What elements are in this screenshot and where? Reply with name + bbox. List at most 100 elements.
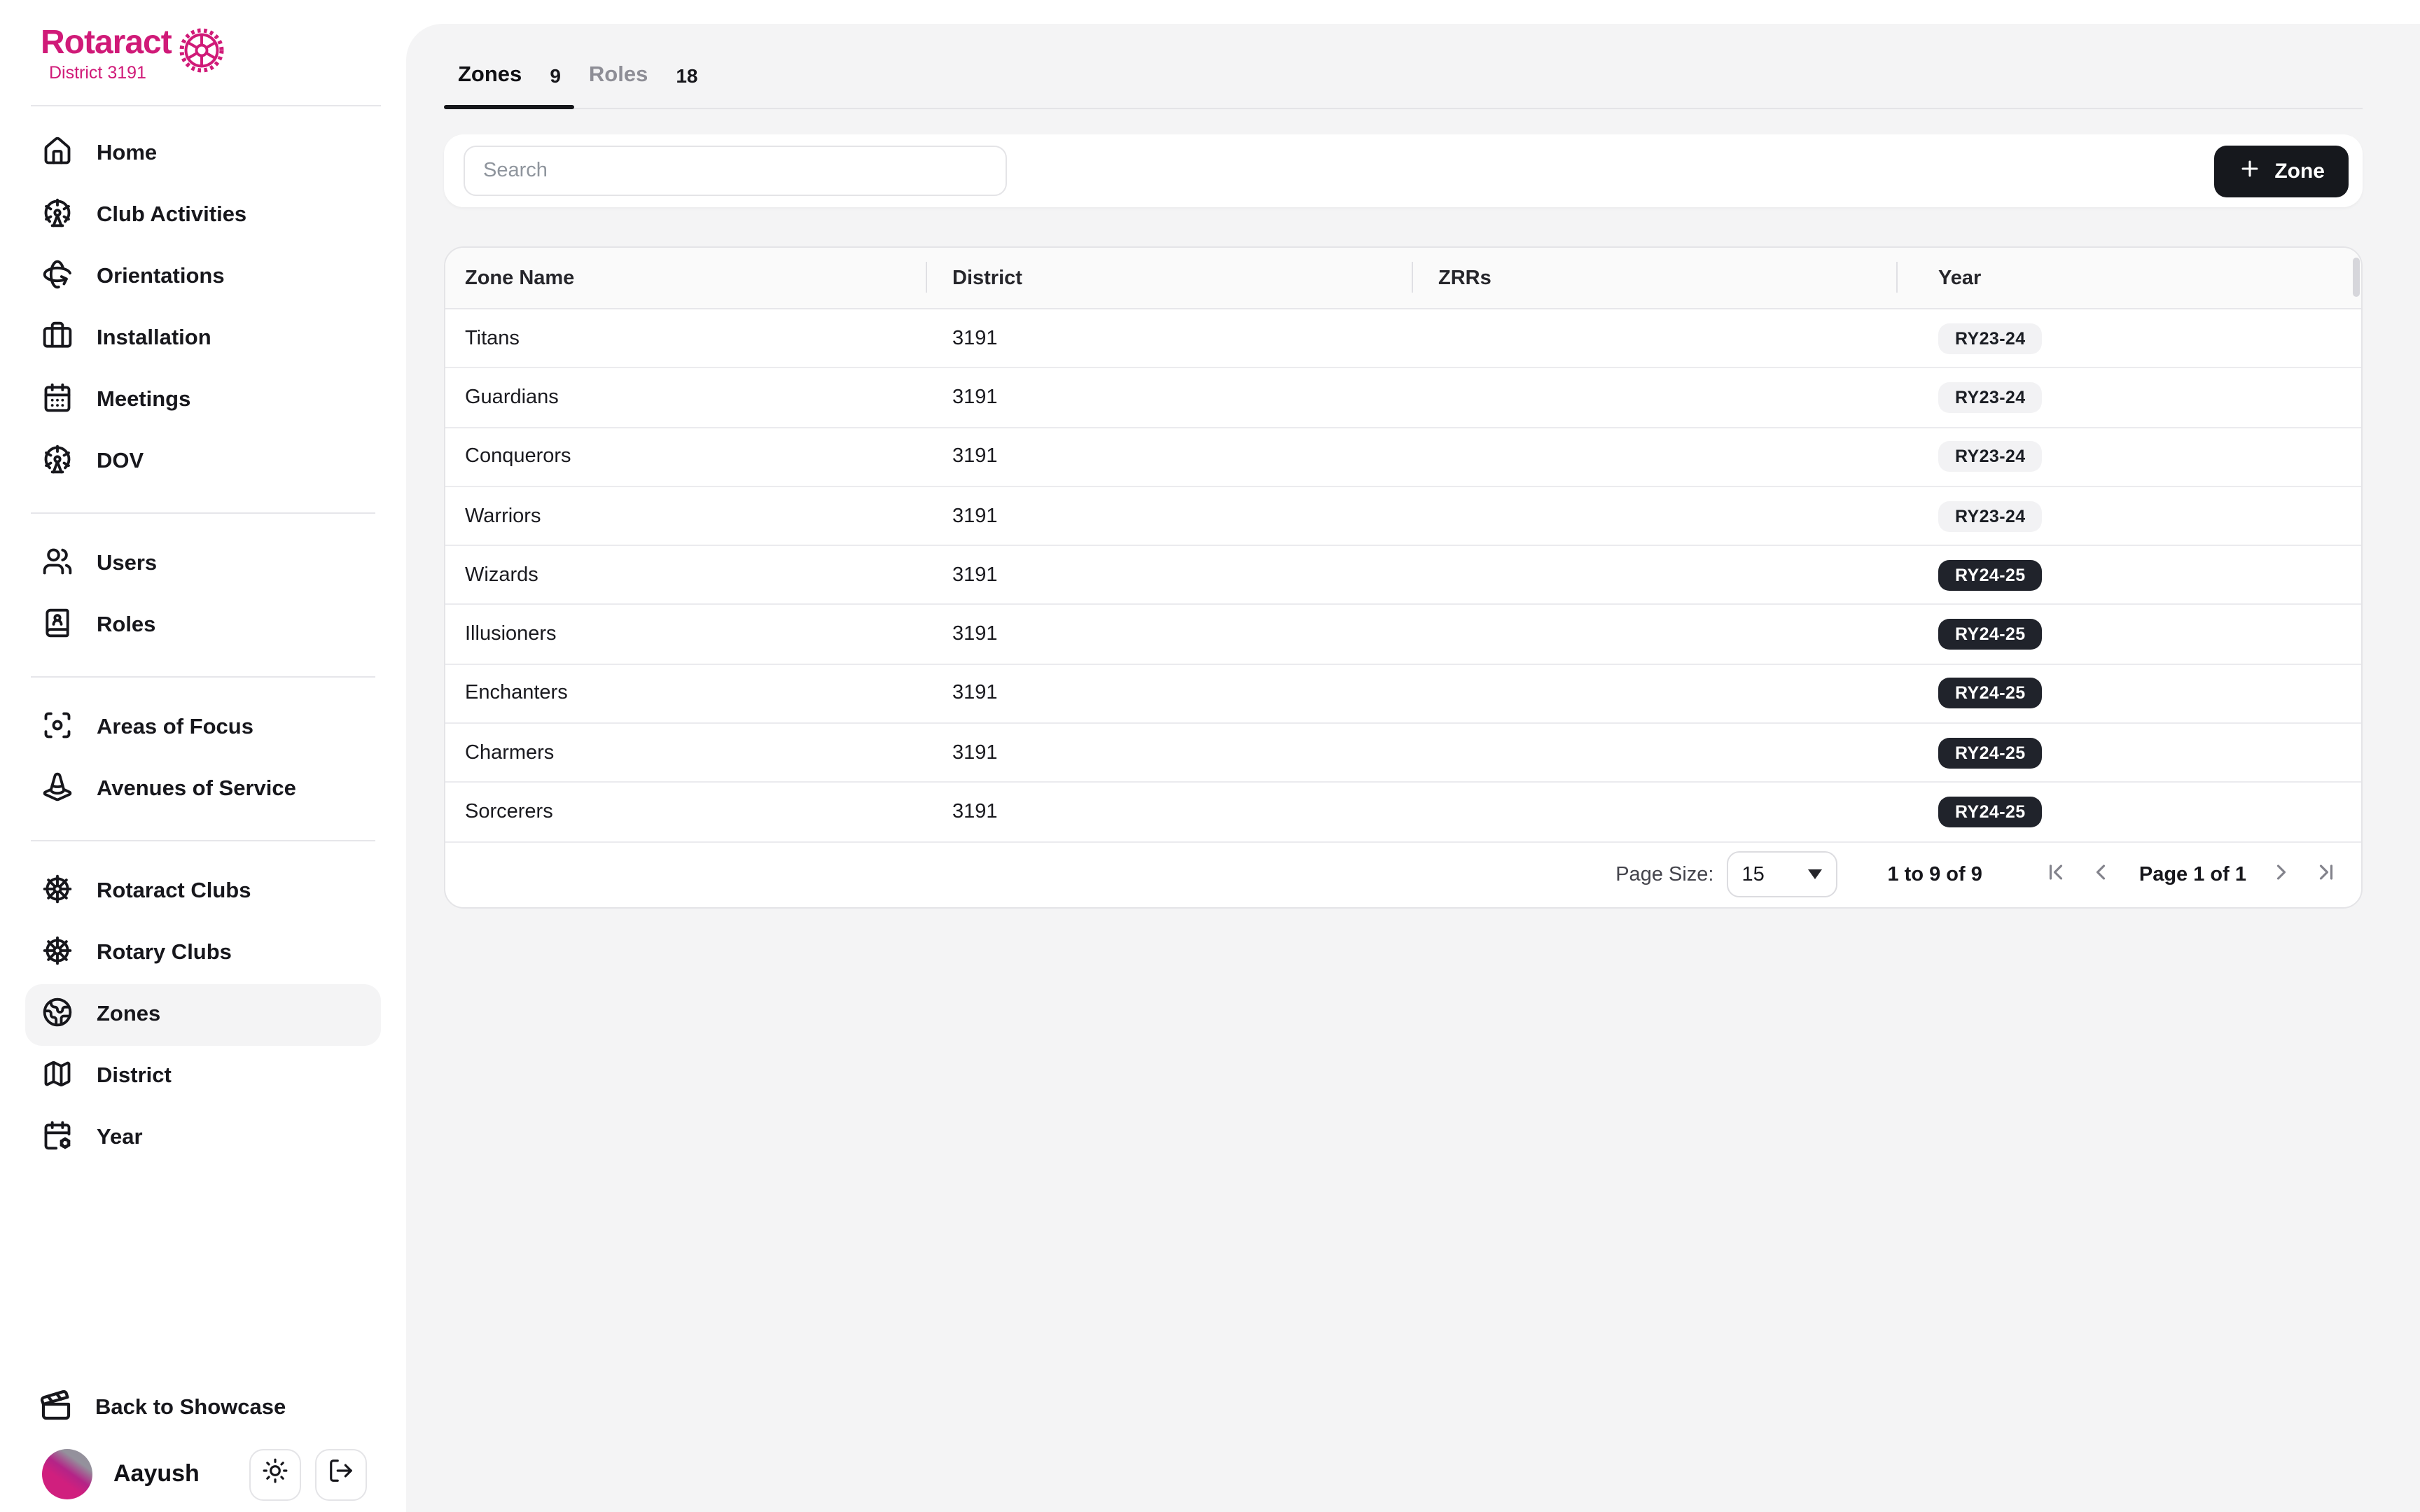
logout-icon bbox=[328, 1457, 354, 1491]
tab-count-badge: 18 bbox=[676, 64, 698, 87]
cell-zone-name: Warriors bbox=[465, 505, 541, 528]
ferris-wheel-icon bbox=[42, 197, 73, 234]
year-badge: RY24-25 bbox=[1938, 737, 2043, 769]
main-panel: Zones 9 Roles 18 Zone Zone Name District… bbox=[406, 24, 2420, 1512]
sidebar-item-label: Orientations bbox=[97, 265, 225, 288]
sidebar-item-zones[interactable]: Zones bbox=[25, 984, 381, 1046]
cell-district: 3191 bbox=[952, 801, 998, 824]
sidebar-item-home[interactable]: Home bbox=[25, 123, 381, 185]
sidebar-item-dov[interactable]: DOV bbox=[25, 431, 381, 493]
sidebar-item-label: DOV bbox=[97, 449, 144, 473]
cell-zrrs bbox=[1412, 428, 1896, 486]
briefcase-icon bbox=[42, 320, 73, 358]
column-header-zone-name[interactable]: Zone Name bbox=[465, 267, 575, 289]
table-row[interactable]: Guardians 3191 RY23-24 bbox=[445, 369, 2361, 428]
search-input[interactable] bbox=[464, 146, 1007, 196]
cell-zone-name: Charmers bbox=[465, 741, 555, 764]
cell-year: RY23-24 bbox=[1896, 309, 2361, 368]
year-badge: RY24-25 bbox=[1938, 797, 2043, 828]
table-scrollbar[interactable] bbox=[2353, 258, 2360, 297]
year-badge: RY23-24 bbox=[1938, 382, 2043, 413]
ship-wheel-icon bbox=[42, 873, 73, 911]
previous-page-button[interactable] bbox=[2089, 860, 2114, 889]
table-row[interactable]: Sorcerers 3191 RY24-25 bbox=[445, 783, 2361, 843]
cell-zone-name: Illusioners bbox=[465, 623, 557, 646]
toolbar-card: Zone bbox=[444, 134, 2363, 207]
table-row[interactable]: Wizards 3191 RY24-25 bbox=[445, 546, 2361, 606]
theme-toggle-button[interactable] bbox=[249, 1448, 301, 1500]
rotary-wheel-icon bbox=[177, 25, 228, 83]
divider bbox=[31, 840, 375, 841]
sidebar-item-label: Home bbox=[97, 141, 158, 165]
cell-zone-name: Conquerors bbox=[465, 445, 571, 468]
sidebar: Rotaract District 3191 bbox=[0, 0, 406, 1512]
column-header-year[interactable]: Year bbox=[1896, 248, 2361, 308]
cell-year: RY24-25 bbox=[1896, 546, 2361, 604]
table-row[interactable]: Charmers 3191 RY24-25 bbox=[445, 724, 2361, 783]
next-page-button[interactable] bbox=[2269, 860, 2294, 889]
column-header-district[interactable]: District bbox=[926, 248, 1412, 308]
home-icon bbox=[42, 135, 73, 173]
sidebar-item-club-activities[interactable]: Club Activities bbox=[25, 185, 381, 246]
table-row[interactable]: Illusioners 3191 RY24-25 bbox=[445, 606, 2361, 665]
sidebar-item-label: Rotaract Clubs bbox=[97, 879, 251, 903]
tab-zones[interactable]: Zones 9 bbox=[444, 43, 576, 109]
tab-label: Roles bbox=[588, 63, 648, 87]
page-size-select[interactable]: 15 bbox=[1726, 851, 1837, 898]
divider bbox=[31, 105, 381, 106]
sidebar-item-rotary-clubs[interactable]: Rotary Clubs bbox=[25, 923, 381, 984]
sidebar-item-label: District bbox=[97, 1064, 172, 1088]
cell-district: 3191 bbox=[952, 505, 998, 528]
table-row[interactable]: Warriors 3191 RY23-24 bbox=[445, 487, 2361, 547]
sidebar-item-label: Roles bbox=[97, 613, 156, 637]
cell-year: RY24-25 bbox=[1896, 724, 2361, 782]
add-zone-button[interactable]: Zone bbox=[2214, 145, 2349, 197]
back-to-showcase-button[interactable]: Back to Showcase bbox=[25, 1378, 381, 1439]
sidebar-item-avenues-of-service[interactable]: Avenues of Service bbox=[25, 759, 381, 820]
column-header-zrrs[interactable]: ZRRs bbox=[1412, 248, 1896, 308]
table-row[interactable]: Enchanters 3191 RY24-25 bbox=[445, 665, 2361, 724]
sidebar-item-areas-of-focus[interactable]: Areas of Focus bbox=[25, 697, 381, 759]
sidebar-item-installation[interactable]: Installation bbox=[25, 308, 381, 370]
table-row[interactable]: Conquerors 3191 RY23-24 bbox=[445, 428, 2361, 487]
divider bbox=[31, 512, 375, 514]
map-icon bbox=[42, 1058, 73, 1096]
sidebar-item-roles[interactable]: Roles bbox=[25, 595, 381, 657]
cell-zrrs bbox=[1412, 546, 1896, 604]
cell-year: RY23-24 bbox=[1896, 428, 2361, 486]
last-page-button[interactable] bbox=[2314, 860, 2339, 889]
sidebar-item-label: Areas of Focus bbox=[97, 715, 253, 739]
year-badge: RY24-25 bbox=[1938, 559, 2043, 591]
sidebar-item-users[interactable]: Users bbox=[25, 533, 381, 595]
traffic-cone-icon bbox=[42, 771, 73, 808]
sidebar-item-year[interactable]: Year bbox=[25, 1107, 381, 1169]
tab-count-badge: 9 bbox=[550, 64, 561, 87]
table-row[interactable]: Titans 3191 RY23-24 bbox=[445, 309, 2361, 369]
cell-zone-name: Titans bbox=[465, 327, 520, 350]
cell-zrrs bbox=[1412, 783, 1896, 841]
logout-button[interactable] bbox=[315, 1448, 367, 1500]
sidebar-item-label: Rotary Clubs bbox=[97, 941, 232, 965]
sidebar-item-label: Installation bbox=[97, 326, 211, 350]
back-to-showcase-label: Back to Showcase bbox=[95, 1396, 286, 1420]
earth-icon bbox=[42, 996, 73, 1034]
cell-zone-name: Wizards bbox=[465, 564, 538, 587]
avatar[interactable] bbox=[42, 1449, 92, 1499]
cell-district: 3191 bbox=[952, 386, 998, 409]
sidebar-item-rotaract-clubs[interactable]: Rotaract Clubs bbox=[25, 861, 381, 923]
calendar-cog-icon bbox=[42, 1119, 73, 1157]
app-logo[interactable]: Rotaract District 3191 bbox=[41, 24, 228, 83]
tab-roles[interactable]: Roles 18 bbox=[575, 43, 712, 108]
chevron-left-icon bbox=[2089, 860, 2114, 889]
sidebar-item-orientations[interactable]: Orientations bbox=[25, 246, 381, 308]
book-user-icon bbox=[42, 607, 73, 645]
cell-year: RY24-25 bbox=[1896, 665, 2361, 723]
sidebar-item-label: Meetings bbox=[97, 388, 191, 412]
cell-zrrs bbox=[1412, 665, 1896, 723]
sidebar-item-district[interactable]: District bbox=[25, 1046, 381, 1107]
logo-title: Rotaract bbox=[41, 24, 172, 62]
sidebar-item-meetings[interactable]: Meetings bbox=[25, 370, 381, 431]
sun-icon bbox=[262, 1457, 288, 1491]
first-page-button[interactable] bbox=[2044, 860, 2069, 889]
row-range-text: 1 to 9 of 9 bbox=[1887, 863, 1982, 886]
